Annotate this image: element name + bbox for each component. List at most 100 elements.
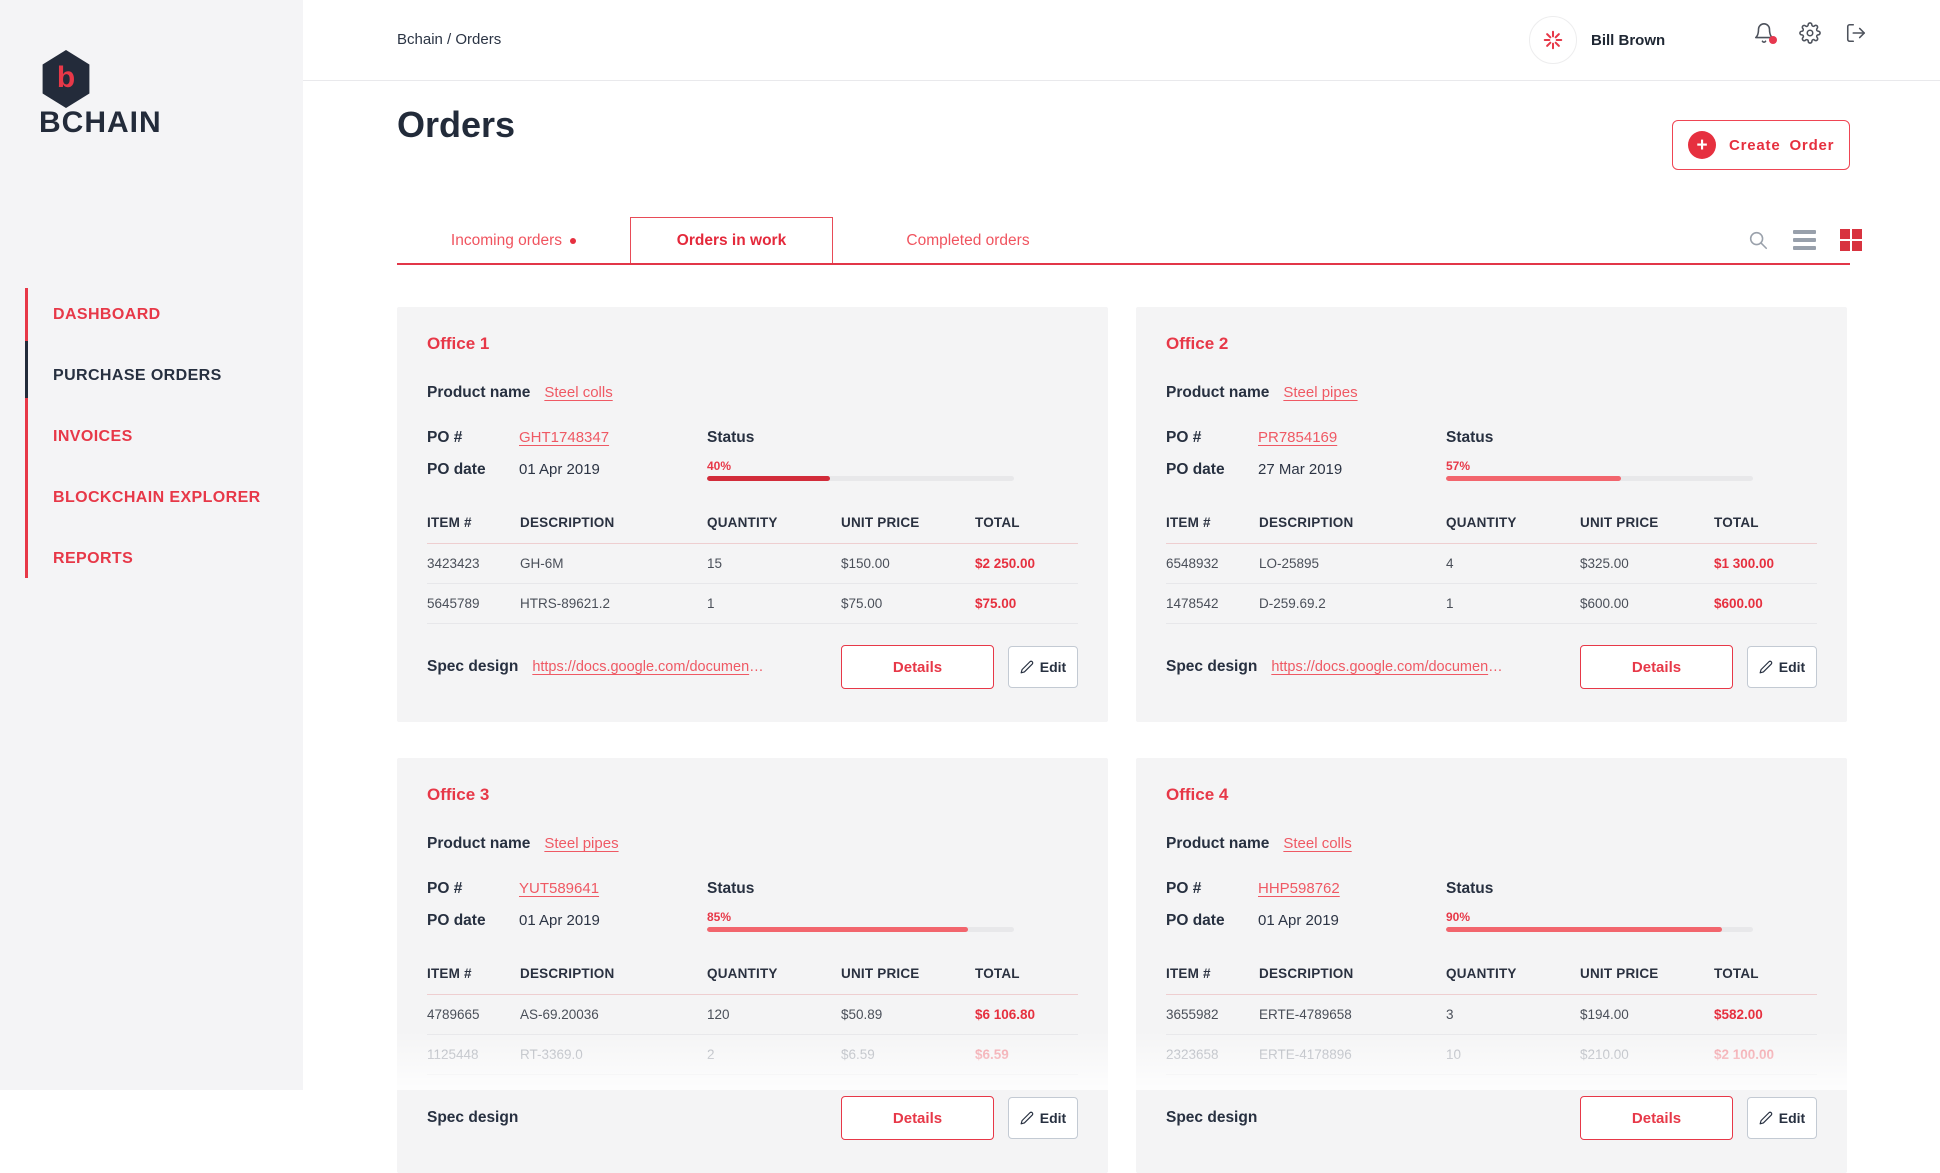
- product-link[interactable]: Steel colls: [1283, 835, 1351, 852]
- gear-icon[interactable]: [1799, 22, 1823, 46]
- edit-button[interactable]: Edit: [1008, 1097, 1078, 1139]
- create-order-button[interactable]: + Create Order: [1672, 120, 1850, 170]
- product-name-label: Product name: [427, 384, 530, 402]
- product-link[interactable]: Steel pipes: [544, 835, 618, 852]
- cell-item-number: 1125448: [427, 1047, 520, 1062]
- tab-incoming-orders[interactable]: Incoming orders: [397, 217, 630, 264]
- edit-button[interactable]: Edit: [1008, 646, 1078, 688]
- list-view-icon[interactable]: [1793, 230, 1816, 250]
- progress-percent: 85%: [707, 910, 1078, 924]
- po-number-label: PO #: [1166, 429, 1258, 447]
- sidebar-item-reports[interactable]: REPORTS: [0, 528, 303, 589]
- product-link[interactable]: Steel pipes: [1283, 384, 1357, 401]
- table-row: 4789665 AS-69.20036 120 $50.89 $6 106.80: [427, 995, 1078, 1035]
- office-title: Office 1: [427, 334, 1078, 354]
- top-header: Bchain / Orders Bill Brown: [303, 0, 1940, 81]
- table-row: 1478542 D-259.69.2 1 $600.00 $600.00: [1166, 584, 1817, 624]
- spec-design-label: Spec design: [1166, 658, 1257, 676]
- cell-unit-price: $210.00: [1580, 1047, 1714, 1062]
- sidebar-item-purchase-orders[interactable]: PURCHASE ORDERS: [0, 345, 303, 406]
- product-link[interactable]: Steel colls: [544, 384, 612, 401]
- sidebar-item-invoices[interactable]: INVOICES: [0, 406, 303, 467]
- po-info: PO # HHP598762 PO date 01 Apr 2019: [1166, 880, 1446, 932]
- table-header-row: ITEM # DESCRIPTION QUANTITY UNIT PRICE T…: [1166, 966, 1817, 995]
- tab-completed-orders[interactable]: Completed orders: [833, 217, 1103, 264]
- tab-orders-in-work[interactable]: Orders in work: [630, 217, 833, 264]
- notification-badge: [1769, 36, 1777, 44]
- cell-quantity: 120: [707, 1007, 841, 1022]
- details-button[interactable]: Details: [841, 1096, 994, 1140]
- table-row: 3423423 GH-6M 15 $150.00 $2 250.00: [427, 544, 1078, 584]
- pencil-icon: [1020, 660, 1034, 674]
- sidebar-item-blockchain-explorer[interactable]: BLOCKCHAIN EXPLORER: [0, 467, 303, 528]
- po-date-value: 27 Mar 2019: [1258, 461, 1446, 478]
- cell-quantity: 15: [707, 556, 841, 571]
- table-row: 1125448 RT-3369.0 2 $6.59 $6.59: [427, 1035, 1078, 1075]
- table-header-row: ITEM # DESCRIPTION QUANTITY UNIT PRICE T…: [1166, 515, 1817, 544]
- user-menu[interactable]: Bill Brown: [1529, 16, 1665, 64]
- sidebar: b BCHAIN DASHBOARD PURCHASE ORDERS INVOI…: [0, 0, 303, 1090]
- office-title: Office 4: [1166, 785, 1817, 805]
- cell-total: $2 100.00: [1714, 1047, 1817, 1062]
- details-button[interactable]: Details: [1580, 1096, 1733, 1140]
- table-row: 2323658 ERTE-4178896 10 $210.00 $2 100.0…: [1166, 1035, 1817, 1075]
- cell-description: LO-25895: [1259, 556, 1446, 571]
- edit-button[interactable]: Edit: [1747, 1097, 1817, 1139]
- header-icons: [1753, 22, 1869, 46]
- main-content: Orders + Create Order Incoming orders Or…: [303, 81, 1940, 1090]
- spec-design-label: Spec design: [427, 1109, 518, 1127]
- cell-quantity: 3: [1446, 1007, 1580, 1022]
- cell-item-number: 3423423: [427, 556, 520, 571]
- office-title: Office 3: [427, 785, 1078, 805]
- details-button[interactable]: Details: [1580, 645, 1733, 689]
- po-number-link[interactable]: GHT1748347: [519, 429, 707, 446]
- cell-description: ERTE-4789658: [1259, 1007, 1446, 1022]
- details-button[interactable]: Details: [841, 645, 994, 689]
- table-row: 5645789 HTRS-89621.2 1 $75.00 $75.00: [427, 584, 1078, 624]
- status-block: Status 40%: [707, 429, 1078, 481]
- cell-description: D-259.69.2: [1259, 596, 1446, 611]
- cell-item-number: 5645789: [427, 596, 520, 611]
- progress-percent: 90%: [1446, 910, 1817, 924]
- cell-total: $6 106.80: [975, 1007, 1078, 1022]
- search-icon[interactable]: [1747, 229, 1769, 251]
- cell-quantity: 1: [1446, 596, 1580, 611]
- status-label: Status: [1446, 880, 1817, 898]
- progress-fill: [1446, 927, 1722, 932]
- table-header-row: ITEM # DESCRIPTION QUANTITY UNIT PRICE T…: [427, 966, 1078, 995]
- edit-button[interactable]: Edit: [1747, 646, 1817, 688]
- order-card: Office 4 Product name Steel colls PO # H…: [1136, 758, 1847, 1173]
- sidebar-nav: DASHBOARD PURCHASE ORDERS INVOICES BLOCK…: [0, 284, 303, 589]
- cell-description: ERTE-4178896: [1259, 1047, 1446, 1062]
- page-title: Orders: [397, 104, 515, 146]
- sidebar-item-dashboard[interactable]: DASHBOARD: [0, 284, 303, 345]
- po-number-link[interactable]: PR7854169: [1258, 429, 1446, 446]
- cell-item-number: 2323658: [1166, 1047, 1259, 1062]
- progress-bar: [707, 927, 1014, 932]
- status-label: Status: [707, 429, 1078, 447]
- logout-icon[interactable]: [1845, 22, 1869, 46]
- status-block: Status 85%: [707, 880, 1078, 932]
- spec-design-link[interactable]: https://docs.google.com/document/d/...: [1271, 659, 1503, 675]
- user-name: Bill Brown: [1591, 32, 1665, 49]
- cell-item-number: 1478542: [1166, 596, 1259, 611]
- cell-item-number: 4789665: [427, 1007, 520, 1022]
- nav-active-indicator: [25, 341, 28, 398]
- order-cards-grid: Office 1 Product name Steel colls PO # G…: [397, 307, 1847, 1173]
- progress-fill: [707, 927, 968, 932]
- grid-view-icon[interactable]: [1840, 229, 1862, 251]
- avatar[interactable]: [1529, 16, 1577, 64]
- orders-tabs: Incoming orders Orders in work Completed…: [397, 217, 1103, 264]
- cell-description: HTRS-89621.2: [520, 596, 707, 611]
- po-number-link[interactable]: HHP598762: [1258, 880, 1446, 897]
- table-row: 6548932 LO-25895 4 $325.00 $1 300.00: [1166, 544, 1817, 584]
- cell-unit-price: $150.00: [841, 556, 975, 571]
- po-info: PO # YUT589641 PO date 01 Apr 2019: [427, 880, 707, 932]
- po-number-link[interactable]: YUT589641: [519, 880, 707, 897]
- status-block: Status 57%: [1446, 429, 1817, 481]
- spec-design-link[interactable]: https://docs.google.com/document/file /.…: [532, 659, 764, 675]
- bell-icon[interactable]: [1753, 22, 1777, 46]
- cell-description: GH-6M: [520, 556, 707, 571]
- bchain-logo-icon: b: [40, 50, 92, 108]
- po-info: PO # GHT1748347 PO date 01 Apr 2019: [427, 429, 707, 481]
